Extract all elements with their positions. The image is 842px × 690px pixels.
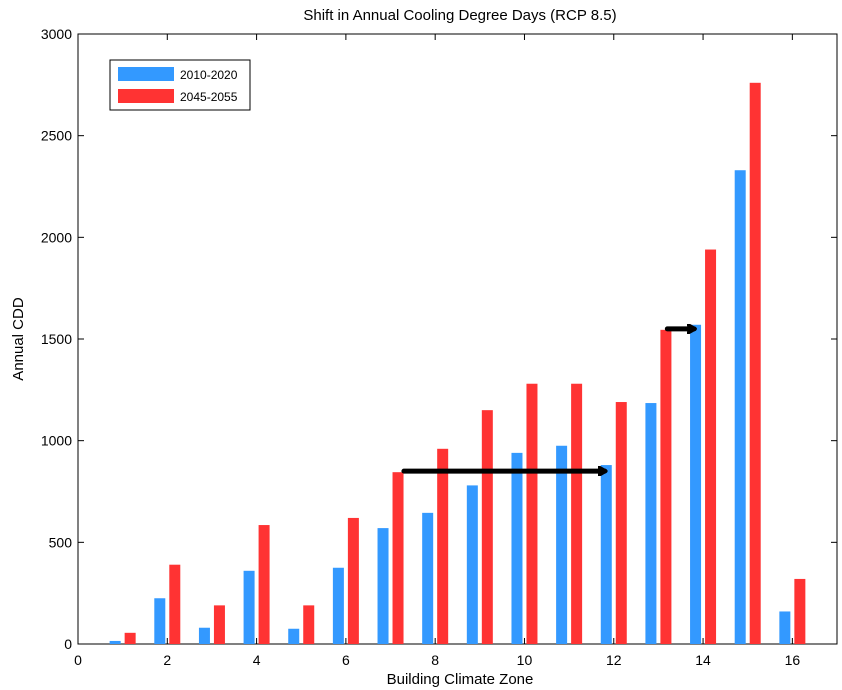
legend-label-2045-2055: 2045-2055: [180, 90, 238, 104]
bar-2010-2020-zone-8: [422, 512, 434, 644]
x-tick-label: 12: [606, 652, 622, 668]
bar-2045-2055-zone-15: [749, 82, 761, 645]
plot-area: [77, 33, 838, 645]
bar-2010-2020-zone-16: [779, 611, 791, 644]
y-tick-label: 3000: [41, 26, 72, 42]
y-tick-label: 2000: [41, 229, 72, 245]
y-axis-label: Annual CDD: [10, 297, 27, 381]
bar-2045-2055-zone-2: [169, 564, 181, 644]
bar-2010-2020-zone-11: [556, 445, 568, 644]
y-tick-label: 1500: [41, 331, 72, 347]
x-tick-label: 8: [431, 652, 439, 668]
bar-2045-2055-zone-6: [347, 517, 359, 644]
bar-2010-2020-zone-3: [198, 627, 210, 644]
bar-2045-2055-zone-9: [481, 410, 493, 644]
x-tick-label: 6: [342, 652, 350, 668]
legend: 2010-2020 2045-2055: [109, 59, 251, 111]
x-tick-label: 16: [785, 652, 801, 668]
bar-2010-2020-zone-9: [466, 485, 478, 644]
bar-2045-2055-zone-11: [571, 383, 583, 644]
x-axis-ticks: 0 2 4 6 8 10 12 14 16: [74, 34, 800, 668]
y-tick-label: 2500: [41, 128, 72, 144]
y-tick-label: 1000: [41, 433, 72, 449]
chart-title: Shift in Annual Cooling Degree Days (RCP…: [303, 7, 616, 24]
annotation-arrows: [401, 329, 694, 471]
bar-2010-2020-zone-13: [645, 403, 657, 644]
y-tick-label: 0: [64, 636, 72, 652]
bar-2010-2020-zone-6: [332, 567, 344, 644]
bar-2010-2020-zone-15: [734, 170, 746, 644]
bar-2045-2055-zone-12: [615, 402, 627, 644]
bar-2010-2020-zone-12: [600, 465, 612, 644]
bar-2045-2055-zone-5: [303, 605, 315, 644]
legend-label-2010-2020: 2010-2020: [180, 68, 238, 82]
bar-2045-2055-zone-3: [213, 605, 225, 644]
bar-2045-2055-zone-16: [794, 578, 806, 644]
bar-2010-2020-zone-2: [154, 598, 166, 644]
bar-2045-2055-zone-7: [392, 472, 404, 644]
y-axis-ticks: 0 500 1000 1500 2000 2500 3000: [41, 26, 837, 652]
bar-2045-2055-zone-1: [124, 632, 136, 644]
bar-2045-2055-zone-10: [526, 383, 538, 644]
bar-2010-2020-zone-1: [109, 640, 121, 644]
bar-2010-2020-zone-4: [243, 570, 255, 644]
bar-2045-2055-zone-4: [258, 525, 270, 644]
bar-2010-2020-zone-5: [288, 628, 300, 644]
bar-2045-2055-zone-13: [660, 329, 672, 644]
legend-swatch-2045-2055: [118, 89, 174, 103]
bars: [109, 82, 806, 645]
bar-2045-2055-zone-14: [705, 249, 717, 645]
x-axis-label: Building Climate Zone: [387, 671, 534, 688]
x-tick-label: 0: [74, 652, 82, 668]
x-tick-label: 2: [163, 652, 171, 668]
x-tick-label: 4: [253, 652, 261, 668]
y-tick-label: 500: [49, 534, 73, 550]
legend-swatch-2010-2020: [118, 67, 174, 81]
x-tick-label: 10: [517, 652, 533, 668]
bar-2010-2020-zone-14: [690, 324, 702, 644]
bar-2010-2020-zone-7: [377, 528, 389, 644]
bar-2045-2055-zone-8: [437, 448, 449, 644]
bar-2010-2020-zone-10: [511, 452, 523, 644]
x-tick-label: 14: [695, 652, 711, 668]
